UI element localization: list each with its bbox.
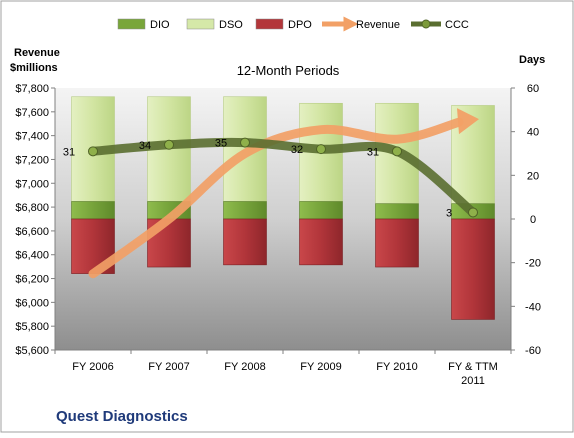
x-tick-label-line: FY 2009 xyxy=(300,361,341,373)
ccc-line xyxy=(88,137,478,217)
ccc-label-6: 3 xyxy=(446,207,452,219)
bar-dio-4 xyxy=(299,201,343,220)
x-tick-label-line: FY 2006 xyxy=(72,361,113,373)
ccc-layer: 31 34 35 32 31 3 xyxy=(63,137,478,219)
ccc-label-2: 34 xyxy=(139,140,151,152)
ccc-point-6 xyxy=(468,207,478,218)
x-tick-label-3: FY 2008 xyxy=(224,361,265,373)
x-tick-label-line: FY 2007 xyxy=(148,361,189,373)
chart-title: 12-Month Periods xyxy=(237,63,340,78)
ccc-point-5 xyxy=(392,146,402,157)
x-tick-label-4: FY 2009 xyxy=(300,361,341,373)
legend-label-dio: DIO xyxy=(150,19,170,31)
ccc-point-2 xyxy=(164,139,174,150)
y-left-axis-title-line1: Revenue xyxy=(14,47,60,59)
x-tick-label-2: FY 2007 xyxy=(148,361,189,373)
x-tick-label-5: FY 2010 xyxy=(376,361,417,373)
y-left-tick-label: $6,200 xyxy=(15,274,49,286)
legend-label-dpo: DPO xyxy=(288,19,312,31)
ccc-label-1: 31 xyxy=(63,146,75,158)
x-tick-label-line: FY 2008 xyxy=(224,361,265,373)
x-tick-label-1: FY 2006 xyxy=(72,361,113,373)
y-left-tick-label: $5,800 xyxy=(15,321,49,333)
bar-dpo-6 xyxy=(451,218,495,320)
bar-dpo-4 xyxy=(299,218,343,266)
legend-swatch-dso xyxy=(186,18,215,30)
y-right-tick-label: -20 xyxy=(525,258,541,270)
y-right-tick-label: -60 xyxy=(525,345,541,357)
legend-label-dso: DSO xyxy=(219,19,243,31)
x-tick-label-6: FY & TTM 2011 xyxy=(448,361,498,387)
bar-dio-3 xyxy=(223,201,267,220)
y-left-tick-label: $7,600 xyxy=(15,107,49,119)
legend-swatch-dpo xyxy=(255,18,284,30)
legend: DIO DSO DPO Revenue CCC xyxy=(117,16,469,32)
y-right-tick-label: 20 xyxy=(527,170,539,182)
y-left-tick-label: $6,000 xyxy=(15,297,49,309)
bar-dpo-5 xyxy=(375,218,419,268)
y-right-axis-title: Days xyxy=(519,54,545,66)
x-tick-label-line: 2011 xyxy=(461,375,485,387)
y-left-tick-label: $6,800 xyxy=(15,202,49,214)
x-tick-label-line: FY 2010 xyxy=(376,361,417,373)
y-left-tick-label: $7,800 xyxy=(15,83,49,95)
y-right-tick-label: 60 xyxy=(527,83,539,95)
ccc-point-1 xyxy=(88,146,98,157)
legend-label-ccc: CCC xyxy=(445,19,469,31)
ccc-point-4 xyxy=(316,144,326,155)
axes-layer: $5,600 $5,800 $6,000 $6,200 $6,400 $6,600 $6,8… xyxy=(15,83,541,387)
y-left-tick-label: $7,400 xyxy=(15,131,49,143)
y-right-tick-label: 40 xyxy=(527,127,539,139)
company-name: Quest Diagnostics xyxy=(56,408,188,425)
ccc-label-3: 35 xyxy=(215,138,227,150)
y-right-tick-label: 0 xyxy=(530,214,536,226)
ccc-label-5: 31 xyxy=(367,146,379,158)
revenue-arrowhead xyxy=(457,108,479,135)
y-left-tick-label: $7,000 xyxy=(15,178,49,190)
y-left-tick-label: $6,600 xyxy=(15,226,49,238)
ccc-label-4: 32 xyxy=(291,144,303,156)
y-left-tick-label: $6,400 xyxy=(15,250,49,262)
legend-marker-ccc xyxy=(421,19,431,29)
bar-dpo-3 xyxy=(223,218,267,266)
y-right-tick-label: -40 xyxy=(525,301,541,313)
legend-label-revenue: Revenue xyxy=(356,19,400,31)
y-left-tick-label: $7,200 xyxy=(15,154,49,166)
x-tick-label-line: FY & TTM xyxy=(448,361,498,373)
legend-swatch-dio xyxy=(117,18,146,30)
y-left-axis-title-line2: $millions xyxy=(10,62,58,74)
ccc-point-3 xyxy=(240,137,250,148)
bar-dio-5 xyxy=(375,203,419,220)
y-left-tick-label: $5,600 xyxy=(15,345,49,357)
bar-dio-1 xyxy=(71,201,115,220)
